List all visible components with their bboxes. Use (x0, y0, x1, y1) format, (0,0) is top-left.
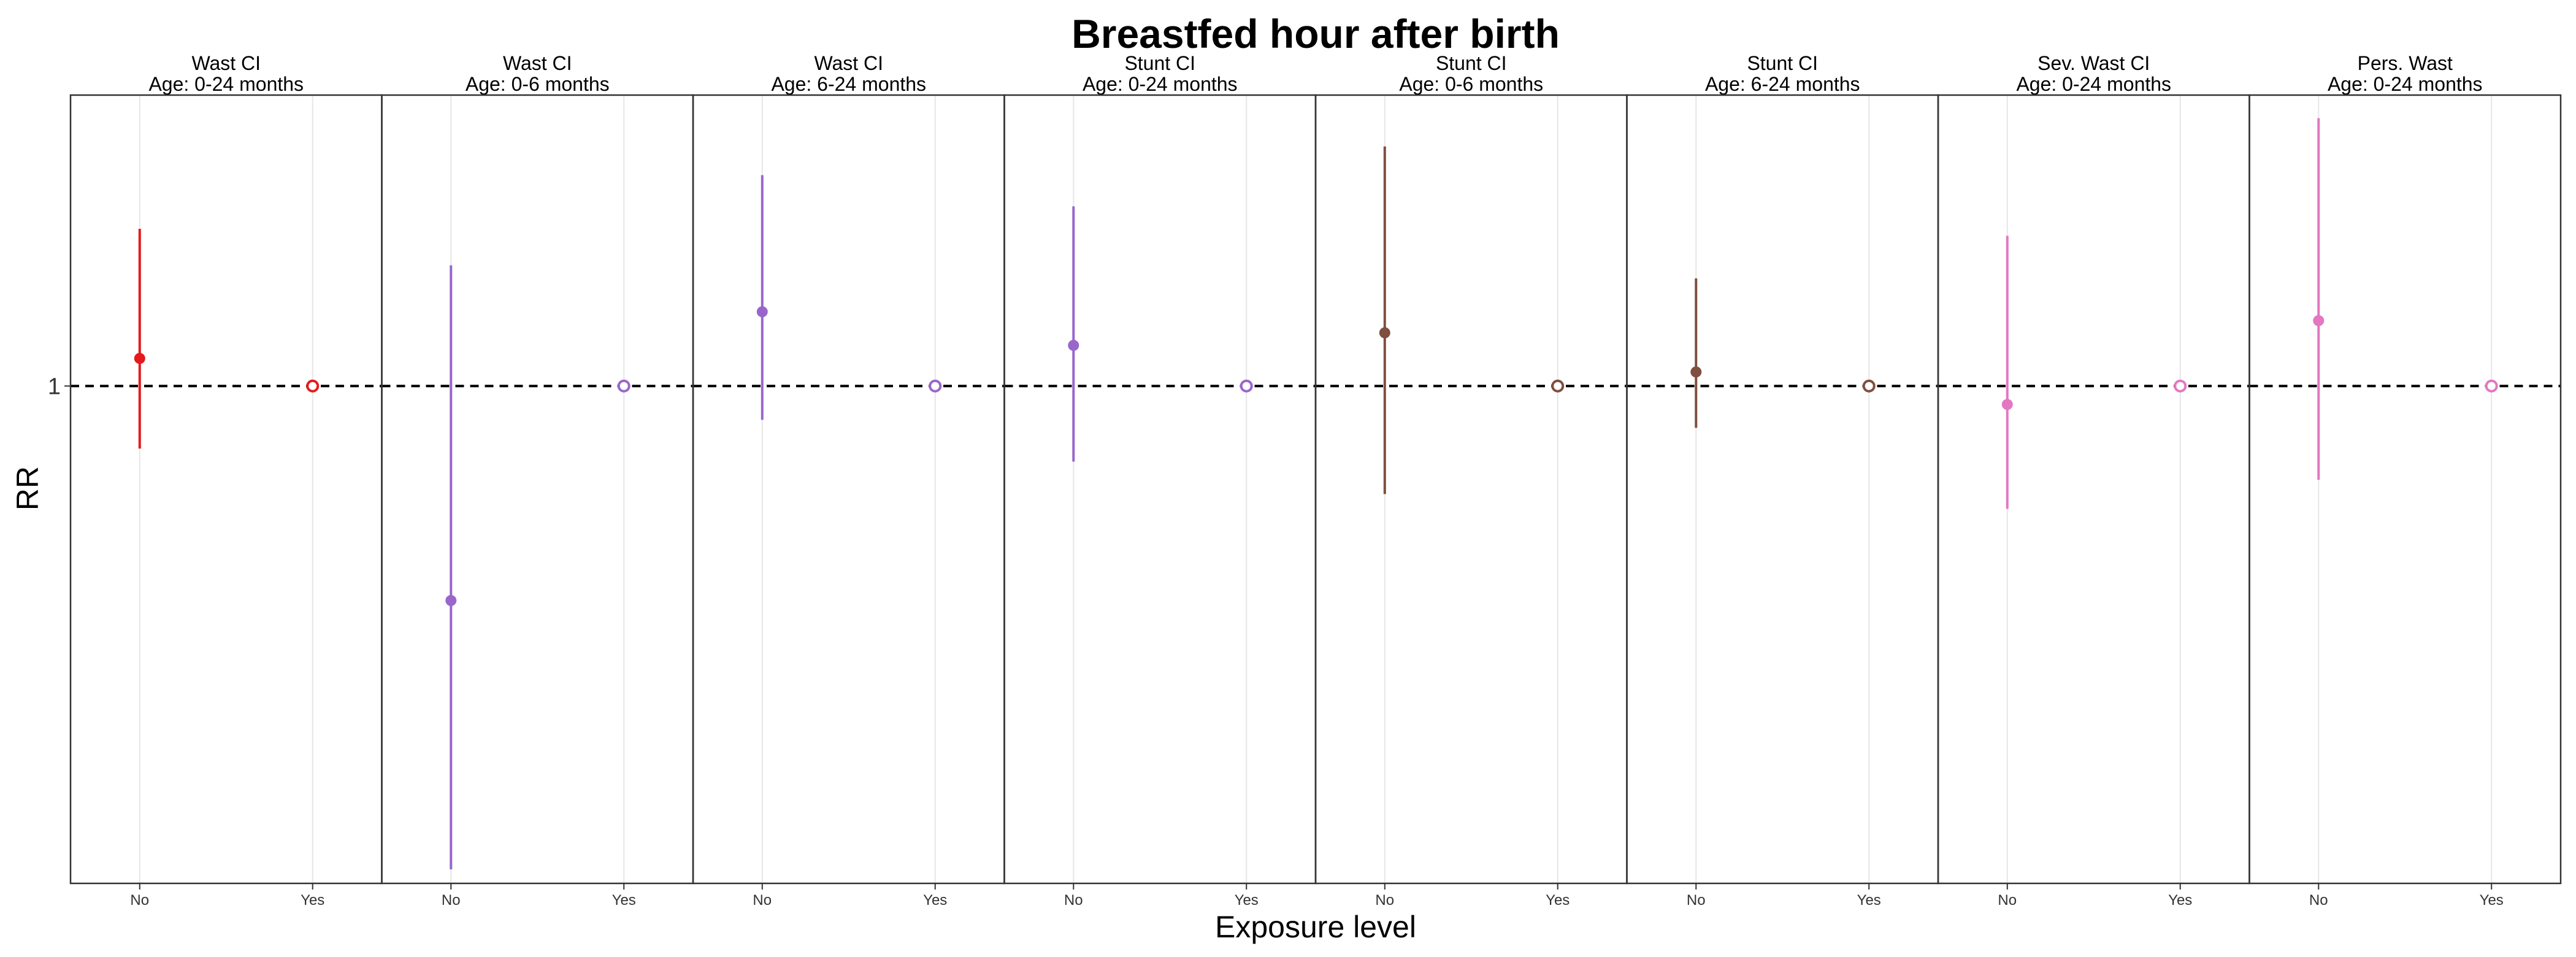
facet-strip-outcome: Stunt CI (1747, 52, 1818, 74)
point-no (1068, 339, 1079, 351)
x-tick-label-yes: Yes (2480, 892, 2504, 909)
facet-strip-age: Age: 0-6 months (466, 73, 610, 95)
point-no (134, 353, 145, 364)
facet-strip-outcome: Sev. Wast CI (2037, 52, 2150, 74)
x-axis-title: Exposure level (1215, 910, 1416, 944)
x-tick-label-yes: Yes (1235, 892, 1259, 909)
facet-strip-age: Age: 0-24 months (1083, 73, 1238, 95)
point-yes-reference (2174, 379, 2187, 393)
facet-strip-age: Age: 6-24 months (1705, 73, 1860, 95)
x-tick-label-yes: Yes (923, 892, 947, 909)
facet-strip-age: Age: 0-24 months (148, 73, 304, 95)
x-tick-label-no: No (753, 892, 772, 909)
point-no (1690, 366, 1702, 378)
point-no (1379, 327, 1390, 339)
point-yes-reference (1551, 379, 1565, 393)
facet-strip-age: Age: 6-24 months (771, 73, 926, 95)
point-yes-reference (617, 379, 631, 393)
x-tick-label-yes: Yes (2168, 892, 2192, 909)
facet-strip-age: Age: 0-6 months (1399, 73, 1543, 95)
facet-strip-outcome: Stunt CI (1124, 52, 1195, 74)
point-yes-reference (1862, 379, 1876, 393)
facet-strip-age: Age: 0-24 months (2016, 73, 2171, 95)
facet-strip-outcome: Pers. Wast (2358, 52, 2453, 74)
facet-strip-age: Age: 0-24 months (2328, 73, 2483, 95)
point-no (756, 306, 768, 318)
panel-border (1937, 94, 2250, 885)
point-yes-reference (929, 379, 942, 393)
point-yes-reference (2485, 379, 2498, 393)
panel-border (1314, 94, 1628, 885)
x-tick-label-yes: Yes (301, 892, 324, 909)
x-tick-label-yes: Yes (1857, 892, 1881, 909)
panel-border (692, 94, 1005, 885)
x-tick-label-no: No (1998, 892, 2017, 909)
point-no (2313, 315, 2325, 326)
x-tick-label-yes: Yes (1546, 892, 1570, 909)
chart-title: Breastfed hour after birth (1071, 11, 1560, 56)
panel-border (69, 94, 383, 885)
x-tick-label-no: No (130, 892, 149, 909)
point-no (2001, 399, 2013, 410)
point-no (445, 594, 457, 606)
point-yes-reference (1240, 379, 1253, 393)
x-tick-label-yes: Yes (612, 892, 636, 909)
facet-strip-outcome: Wast CI (191, 52, 261, 74)
x-tick-label-no: No (1687, 892, 1706, 909)
point-yes-reference (306, 379, 320, 393)
x-tick-label-no: No (2309, 892, 2328, 909)
facet-strip-outcome: Wast CI (503, 52, 572, 74)
x-tick-label-no: No (1064, 892, 1083, 909)
panel-border (1003, 94, 1317, 885)
facet-strip-outcome: Stunt CI (1436, 52, 1507, 74)
x-tick-label-no: No (1375, 892, 1394, 909)
panel-border (2248, 94, 2562, 885)
facet-strip-outcome: Wast CI (814, 52, 883, 74)
y-tick-label: 1 (48, 374, 61, 399)
panel-border (1626, 94, 1939, 885)
panel-border (381, 94, 694, 885)
y-axis-title: RR (10, 466, 45, 510)
x-tick-label-no: No (442, 892, 461, 909)
